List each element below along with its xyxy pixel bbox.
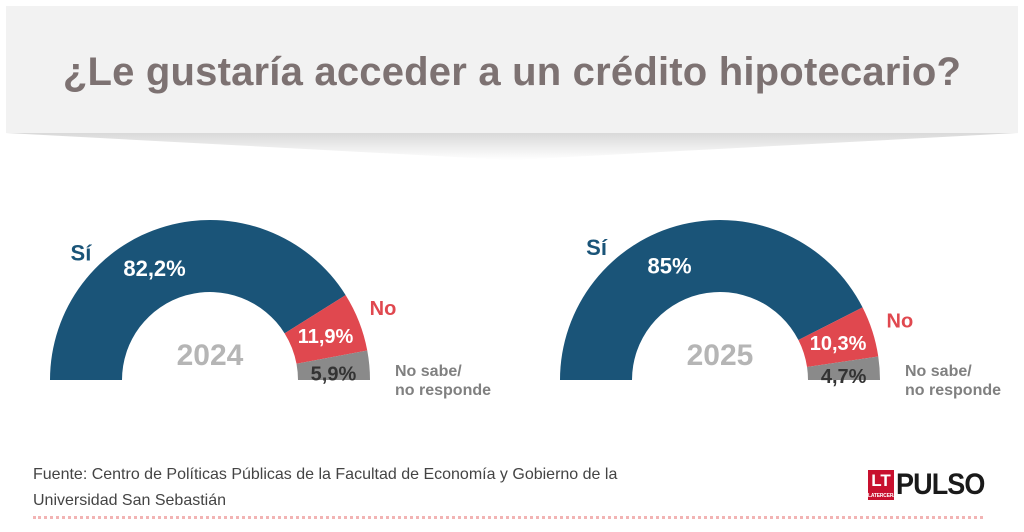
value-label-si: 82,2% [123, 256, 185, 281]
category-label-ns-line2: no responde [395, 382, 491, 399]
lt-logo-text: LT [871, 471, 891, 490]
donut-svg-2025: 2025 85% Sí 10,3% No 4,7% No sabe/no responde [560, 220, 1001, 399]
slice-si [50, 219, 346, 380]
slice-no [284, 295, 368, 364]
category-label-ns-line1: No sabe/ [905, 363, 972, 380]
donut-chart-2024: 2024 82,2% Sí 11,9% No 5,9% No sabe/no respond… [30, 190, 500, 420]
category-label-si: Sí [71, 241, 93, 266]
slice-no [798, 307, 879, 368]
lt-logo-badge: LT LATERCERA [868, 470, 897, 500]
slice-si [560, 220, 863, 380]
source-line-1: Fuente: Centro de Políticas Públicas de … [33, 466, 618, 483]
category-label-ns-line2: no responde [905, 382, 1001, 399]
category-label-no: No [370, 298, 397, 320]
pulso-logo-text: PULSO [896, 468, 985, 501]
value-label-no: 11,9% [298, 326, 354, 348]
year-label: 2025 [687, 339, 754, 372]
pulso-logo: LT LATERCERA PULSO [868, 468, 994, 502]
donut-chart-2025: 2025 85% Sí 10,3% No 4,7% No sabe/no responde [540, 190, 1010, 420]
year-label: 2024 [177, 339, 244, 372]
source-line-2: Universidad San Sebastián [33, 492, 227, 509]
category-label-ns-line1: No sabe/ [395, 363, 462, 380]
source-note: Fuente: Centro de Políticas Públicas de … [33, 462, 673, 514]
slice-ns [296, 350, 370, 380]
dotted-divider [33, 516, 983, 519]
value-label-ns: 5,9% [311, 364, 357, 386]
title-banner [6, 6, 1018, 160]
lt-logo-subtext: LATERCERA [868, 493, 897, 499]
donut-svg-2024: 2024 82,2% Sí 11,9% No 5,9% No sabe/no respond… [50, 219, 491, 399]
slice-ns [807, 356, 880, 380]
value-label-ns: 4,7% [821, 366, 867, 388]
value-label-si: 85% [648, 254, 692, 279]
value-label-no: 10,3% [810, 333, 867, 355]
chart-title: ¿Le gustaría acceder a un crédito hipote… [62, 50, 962, 94]
category-label-no: No [887, 310, 914, 332]
category-label-si: Sí [586, 235, 608, 260]
